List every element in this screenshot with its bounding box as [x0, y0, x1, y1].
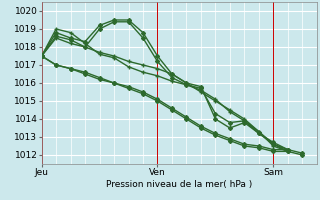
X-axis label: Pression niveau de la mer( hPa ): Pression niveau de la mer( hPa ) [106, 180, 252, 189]
